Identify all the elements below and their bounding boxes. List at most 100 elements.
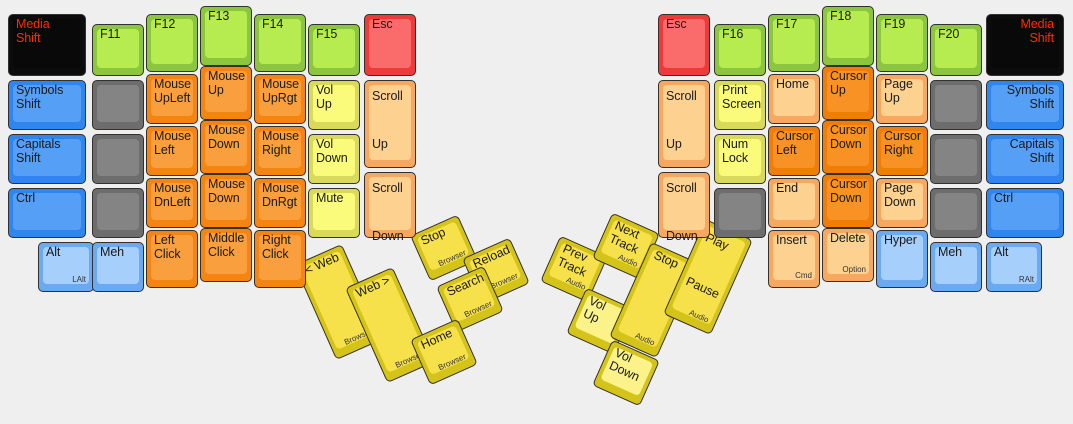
key-face bbox=[259, 19, 301, 64]
key-l-capitals-shift[interactable]: Capitals Shift bbox=[8, 134, 86, 184]
key-r-f17[interactable]: F17 bbox=[768, 14, 820, 72]
key-r-f16[interactable]: F16 bbox=[714, 24, 766, 76]
key-l-ctrl[interactable]: Ctrl bbox=[8, 188, 86, 238]
key-face bbox=[881, 183, 923, 220]
key-l-f13[interactable]: F13 bbox=[200, 6, 252, 66]
key-face bbox=[991, 19, 1059, 68]
key-l-right-click[interactable]: Right Click bbox=[254, 230, 306, 288]
key-face bbox=[97, 29, 139, 68]
key-face bbox=[827, 179, 869, 220]
key-face bbox=[313, 193, 355, 230]
key-l-mouse-dnleft[interactable]: Mouse DnLeft bbox=[146, 178, 198, 228]
key-face bbox=[151, 19, 193, 64]
key-l-vol-down[interactable]: Vol Down bbox=[308, 134, 360, 184]
key-face bbox=[369, 19, 411, 68]
key-l-vol-up[interactable]: Vol Up bbox=[308, 80, 360, 130]
key-face bbox=[97, 193, 139, 230]
key-l-mouse-right[interactable]: Mouse Right bbox=[254, 126, 306, 176]
key-l-f15[interactable]: F15 bbox=[308, 24, 360, 76]
key-face bbox=[991, 85, 1059, 122]
key-face bbox=[773, 131, 815, 168]
key-r-hyper[interactable]: Hyper bbox=[876, 230, 928, 288]
key-face bbox=[13, 139, 81, 176]
key-r-blank-2[interactable] bbox=[930, 80, 982, 130]
key-l-esc[interactable]: Esc bbox=[364, 14, 416, 76]
key-l-blank-1[interactable] bbox=[92, 80, 144, 130]
key-l-mouse-dnrgt[interactable]: Mouse DnRgt bbox=[254, 178, 306, 228]
key-l-meh[interactable]: Meh bbox=[92, 242, 144, 292]
key-l-mouse-uprgt[interactable]: Mouse UpRgt bbox=[254, 74, 306, 124]
key-r-insert[interactable]: Insert Cmd bbox=[768, 230, 820, 288]
key-l-blank-3[interactable] bbox=[92, 188, 144, 238]
key-r-end[interactable]: End bbox=[768, 178, 820, 228]
key-l-scroll-down[interactable]: Scroll Down bbox=[364, 172, 416, 243]
key-l-media-shift[interactable]: Media Shift bbox=[8, 14, 86, 76]
key-face bbox=[935, 29, 977, 68]
key-r-f18[interactable]: F18 bbox=[822, 6, 874, 66]
key-face bbox=[881, 19, 923, 64]
key-r-num-lock[interactable]: Num Lock bbox=[714, 134, 766, 184]
key-r-f20[interactable]: F20 bbox=[930, 24, 982, 76]
key-l-blank-2[interactable] bbox=[92, 134, 144, 184]
key-r-meh[interactable]: Meh bbox=[930, 242, 982, 292]
key-l-mouse-up[interactable]: Mouse Up bbox=[200, 66, 252, 120]
key-face bbox=[97, 247, 139, 284]
key-face bbox=[351, 273, 427, 373]
key-l-scroll-up[interactable]: Scroll Up bbox=[364, 80, 416, 168]
key-face bbox=[719, 193, 761, 230]
key-r-ctrl[interactable]: Ctrl bbox=[986, 188, 1064, 238]
key-face bbox=[43, 247, 89, 284]
key-r-print-screen[interactable]: Print Screen bbox=[714, 80, 766, 130]
key-l-symbols-shift[interactable]: Symbols Shift bbox=[8, 80, 86, 130]
key-l-f12[interactable]: F12 bbox=[146, 14, 198, 72]
key-r-blank-3[interactable] bbox=[930, 134, 982, 184]
key-face bbox=[719, 139, 761, 176]
key-l-f14[interactable]: F14 bbox=[254, 14, 306, 72]
key-r-f19[interactable]: F19 bbox=[876, 14, 928, 72]
key-face bbox=[313, 29, 355, 68]
key-l-f11[interactable]: F11 bbox=[92, 24, 144, 76]
key-face bbox=[827, 233, 869, 274]
key-face bbox=[13, 193, 81, 230]
key-r-cursor-up[interactable]: Cursor Up bbox=[822, 66, 874, 120]
key-l-mouse-left[interactable]: Mouse Left bbox=[146, 126, 198, 176]
key-r-capitals-shift[interactable]: Capitals Shift bbox=[986, 134, 1064, 184]
key-r-cursor-left[interactable]: Cursor Left bbox=[768, 126, 820, 176]
key-face bbox=[600, 346, 654, 397]
key-r-cursor-down-2[interactable]: Cursor Down bbox=[822, 174, 874, 228]
key-face bbox=[259, 183, 301, 220]
key-face bbox=[671, 225, 747, 325]
key-r-cursor-down-1[interactable]: Cursor Down bbox=[822, 120, 874, 174]
key-r-alt[interactable]: Alt RAlt bbox=[986, 242, 1042, 292]
key-face bbox=[773, 19, 815, 64]
key-l-mouse-upleft[interactable]: Mouse UpLeft bbox=[146, 74, 198, 124]
key-r-media-shift[interactable]: Media Shift bbox=[986, 14, 1064, 76]
key-r-cursor-right[interactable]: Cursor Right bbox=[876, 126, 928, 176]
key-face bbox=[205, 11, 247, 58]
key-r-delete[interactable]: Delete Option bbox=[822, 228, 874, 282]
key-r-home[interactable]: Home bbox=[768, 74, 820, 124]
key-face bbox=[719, 29, 761, 68]
key-r-page-down[interactable]: Page Down bbox=[876, 178, 928, 228]
key-face bbox=[205, 233, 247, 274]
key-face bbox=[719, 85, 761, 122]
key-l-mouse-down-1[interactable]: Mouse Down bbox=[200, 120, 252, 174]
key-face bbox=[416, 221, 470, 272]
key-l-middle-click[interactable]: Middle Click bbox=[200, 228, 252, 282]
key-l-left-click[interactable]: Left Click bbox=[146, 230, 198, 288]
key-l-mouse-down-2[interactable]: Mouse Down bbox=[200, 174, 252, 228]
key-r-scroll-down[interactable]: Scroll Down bbox=[658, 172, 710, 243]
key-r-esc[interactable]: Esc bbox=[658, 14, 710, 76]
key-r-page-up[interactable]: Page Up bbox=[876, 74, 928, 124]
key-face bbox=[416, 325, 470, 376]
key-face bbox=[205, 71, 247, 112]
key-l-mute[interactable]: Mute bbox=[308, 188, 360, 238]
key-face bbox=[991, 139, 1059, 176]
key-r-symbols-shift[interactable]: Symbols Shift bbox=[986, 80, 1064, 130]
key-face bbox=[97, 139, 139, 176]
key-face bbox=[548, 242, 602, 293]
key-r-blank-4[interactable] bbox=[930, 188, 982, 238]
key-r-scroll-up[interactable]: Scroll Up bbox=[658, 80, 710, 168]
key-r-blank-1[interactable] bbox=[714, 188, 766, 238]
key-l-alt[interactable]: Alt LAlt bbox=[38, 242, 94, 292]
